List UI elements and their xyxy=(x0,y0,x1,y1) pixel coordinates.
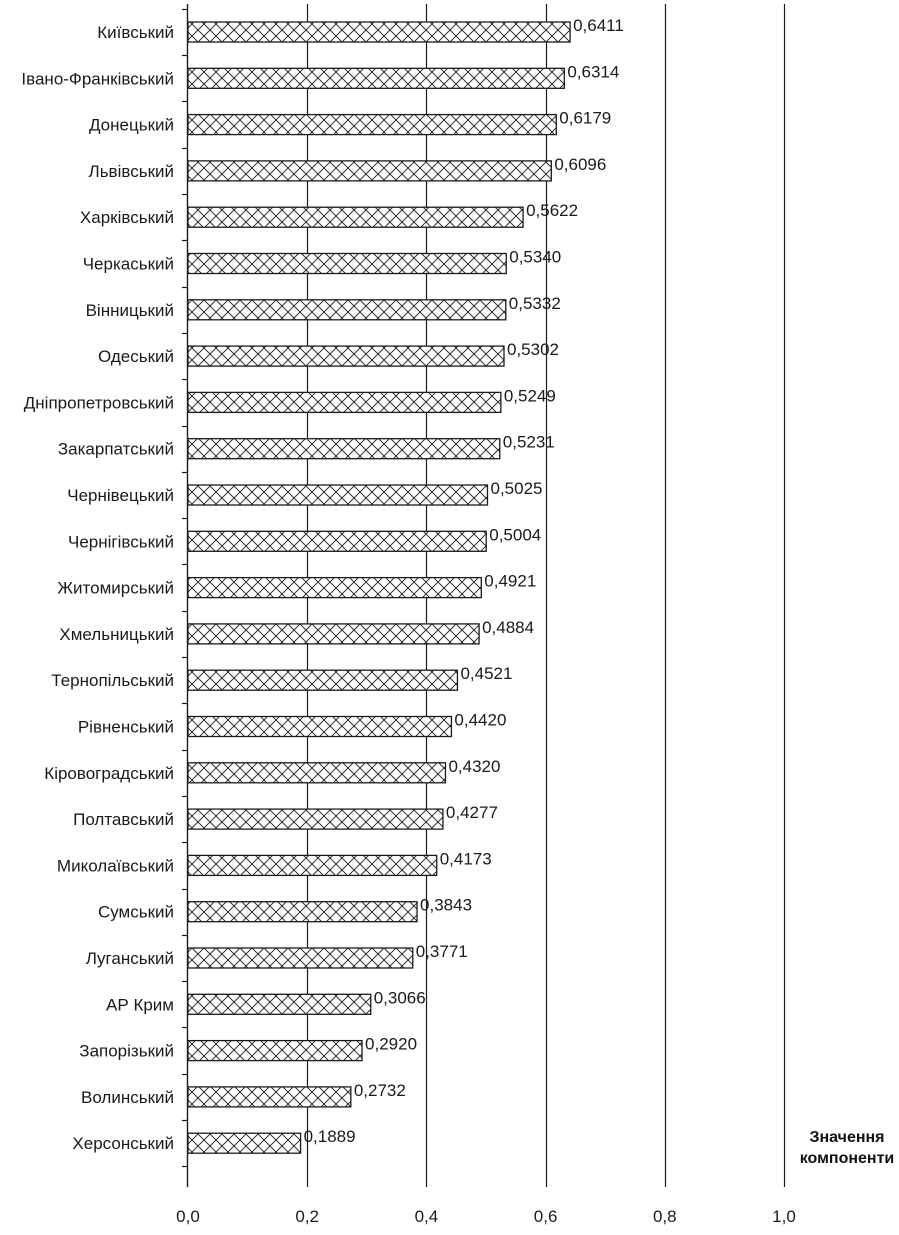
value-label: 0,5249 xyxy=(504,386,556,405)
value-label: 0,5025 xyxy=(490,479,542,498)
value-label: 0,5302 xyxy=(507,340,559,359)
category-label: Вінницький xyxy=(86,301,174,320)
x-tick-label: 0,8 xyxy=(653,1207,677,1226)
category-label: Тернопільський xyxy=(51,671,174,690)
bar xyxy=(187,1086,352,1108)
category-label: Кіровоградський xyxy=(44,764,174,783)
value-label: 0,1889 xyxy=(304,1127,356,1146)
category-label: Волинський xyxy=(81,1088,174,1107)
bar xyxy=(187,947,414,969)
value-label: 0,4420 xyxy=(454,711,506,730)
value-label: 0,5332 xyxy=(509,294,561,313)
value-label: 0,2732 xyxy=(354,1081,406,1100)
value-label: 0,5340 xyxy=(509,248,561,267)
bar xyxy=(187,576,482,599)
category-label: Чернігівський xyxy=(68,532,174,551)
category-label: Львівський xyxy=(89,162,174,181)
category-label: Херсонський xyxy=(72,1134,174,1153)
category-label: Київський xyxy=(97,23,174,42)
bar xyxy=(187,206,524,228)
value-label: 0,6411 xyxy=(573,16,624,35)
value-label: 0,4277 xyxy=(446,803,498,822)
category-label: Черкаський xyxy=(83,255,174,274)
value-label: 0,2920 xyxy=(365,1035,417,1054)
bar xyxy=(187,21,571,43)
bar xyxy=(187,901,418,923)
value-label: 0,3843 xyxy=(420,896,472,915)
x-tick-labels: 0,0 0,2 0,4 0,6 0,8 1,0 xyxy=(176,1207,796,1226)
x-tick-label: 1,0 xyxy=(772,1207,796,1226)
category-label: Сумський xyxy=(98,903,174,922)
bar xyxy=(187,67,565,89)
bar xyxy=(187,438,501,460)
value-label: 0,6096 xyxy=(554,155,606,174)
bar xyxy=(187,299,507,321)
bars xyxy=(187,21,571,1154)
bar xyxy=(187,530,487,552)
value-labels: 0,6411 0,6314 0,6179 0,6096 0,5622 0,5340 0,53… xyxy=(304,16,624,1146)
value-label: 0,5231 xyxy=(503,433,555,452)
category-label: Луганський xyxy=(86,949,174,968)
value-label: 0,6314 xyxy=(567,62,619,81)
value-label: 0,4320 xyxy=(448,757,500,776)
bar xyxy=(187,1132,302,1154)
category-label: Харківський xyxy=(80,208,174,227)
x-tick-label: 0,2 xyxy=(295,1207,319,1226)
value-label: 0,4884 xyxy=(482,618,534,637)
bar xyxy=(187,160,552,182)
x-axis-title-line1: Значення xyxy=(809,1129,884,1146)
value-label: 0,4173 xyxy=(440,849,492,868)
category-label: Чернівецький xyxy=(67,486,174,505)
category-label: Івано-Франківський xyxy=(21,69,174,88)
category-label: Житомирський xyxy=(57,579,174,598)
bar xyxy=(187,391,502,414)
value-label: 0,5622 xyxy=(526,201,578,220)
category-label: Рівненський xyxy=(78,718,174,737)
category-label: Закарпатський xyxy=(58,440,174,459)
bar xyxy=(187,1039,363,1062)
x-tick-label: 0,6 xyxy=(534,1207,558,1226)
bar xyxy=(187,484,489,506)
bar xyxy=(187,669,459,691)
category-label: Хмельницький xyxy=(59,625,174,644)
y-axis xyxy=(182,4,189,1187)
value-label: 0,3066 xyxy=(374,988,426,1007)
bar xyxy=(187,808,444,830)
category-label: Полтавський xyxy=(73,810,174,829)
category-label: Миколаївський xyxy=(57,856,174,875)
category-label: Одеський xyxy=(98,347,174,366)
category-label: АР Крим xyxy=(106,995,174,1014)
bar xyxy=(187,854,438,877)
category-label: Дніпропетровський xyxy=(24,393,174,412)
x-tick-label: 0,0 xyxy=(176,1207,200,1226)
value-label: 0,3771 xyxy=(416,942,468,961)
value-label: 0,4921 xyxy=(484,572,536,591)
bar xyxy=(187,623,480,645)
x-tick-label: 0,4 xyxy=(415,1207,439,1226)
category-label: Донецький xyxy=(89,116,174,135)
bar xyxy=(187,762,447,784)
grid-lines xyxy=(306,4,786,1187)
bar xyxy=(187,715,453,738)
bar xyxy=(187,993,372,1015)
category-labels: Київський Івано-Франківський Донецький Льві… xyxy=(21,23,174,1153)
x-axis-title-line2: компоненти xyxy=(800,1150,895,1167)
bar xyxy=(187,252,507,275)
value-label: 0,6179 xyxy=(559,109,611,128)
value-label: 0,5004 xyxy=(489,525,541,544)
category-label: Запорізький xyxy=(79,1042,174,1061)
bar xyxy=(187,345,505,367)
value-label: 0,4521 xyxy=(460,664,512,683)
bar xyxy=(187,113,557,136)
